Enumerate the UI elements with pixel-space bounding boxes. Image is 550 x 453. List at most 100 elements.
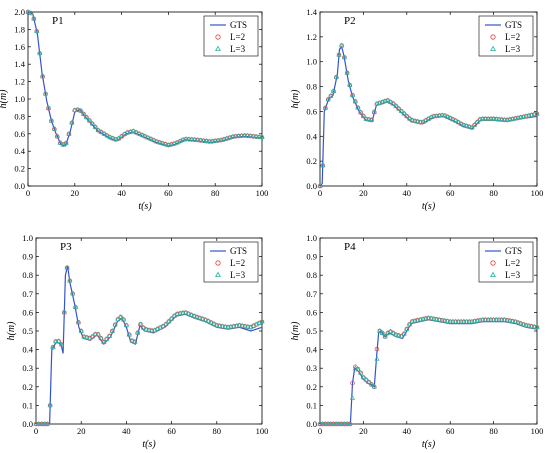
series-marker-l3: [195, 137, 201, 142]
series-marker-l3: [116, 135, 122, 141]
legend-box: [203, 15, 259, 57]
series-marker-l3: [444, 318, 451, 323]
series-marker-l3: [480, 115, 486, 121]
series-marker-l3: [168, 141, 174, 147]
series-marker-l3: [339, 421, 345, 426]
series-marker-l3: [202, 316, 209, 322]
series-marker-l3: [496, 316, 502, 322]
series-marker-l3: [493, 316, 499, 322]
series-marker-l3: [253, 133, 259, 139]
series-marker-l3: [390, 330, 396, 335]
series-marker-l3: [439, 112, 445, 118]
series-marker-l3: [374, 355, 380, 361]
y-tick-label: 0.0: [14, 181, 25, 191]
series-marker-l3: [63, 140, 69, 146]
series-marker-l3: [358, 369, 364, 375]
y-tick-label: 0.2: [306, 382, 317, 392]
y-tick-label: 1.2: [14, 77, 25, 87]
series-marker-l3: [409, 117, 415, 123]
x-tick-label: 60: [167, 426, 176, 436]
series-line-gts: [27, 11, 263, 147]
series-marker-l3: [159, 140, 166, 146]
x-tick-label: 20: [71, 188, 80, 198]
series-marker-l3: [442, 112, 448, 118]
series-marker-l3: [463, 123, 470, 128]
series-marker-l3: [368, 117, 375, 122]
series-marker-l3: [25, 9, 31, 14]
x-tick-label: 100: [256, 426, 269, 436]
panel-title: P1: [52, 15, 64, 27]
series-marker-l3: [493, 116, 499, 121]
legend-swatch-l2: [490, 260, 496, 266]
series-marker-l3: [360, 374, 366, 380]
series-marker-l3: [474, 317, 480, 323]
legend-swatch-l3: [215, 271, 221, 277]
y-tick-label: 0.8: [306, 270, 317, 280]
series-marker-l3: [208, 319, 214, 325]
series-marker-l3: [412, 317, 418, 323]
series-marker-l3: [174, 311, 180, 316]
series-marker-l3: [95, 331, 101, 337]
series-marker-l3: [145, 134, 151, 140]
series-marker-l3: [53, 338, 59, 344]
series-marker-l3: [322, 105, 328, 110]
series-marker-l3: [352, 98, 358, 104]
series-marker-l3: [227, 134, 233, 140]
x-tick-label: 0: [34, 426, 38, 436]
chart-panel-p2: 0 20 40 60 80 100 0.0 0.2 0.4 0.6 0.8 1.0 1.2 1.4 t(s)…: [290, 7, 543, 212]
series-marker-l3: [206, 138, 212, 144]
chart-panel-p1: 0 20 40 60 80 100 0.0 0.2 0.4 0.6 0.8 1.0 1.2 1.4 1.6 1…: [0, 7, 269, 212]
x-tick-label: 100: [256, 188, 269, 198]
series-marker-l3: [39, 421, 45, 426]
series-marker-l3: [225, 324, 231, 330]
series-marker-l3: [510, 318, 516, 323]
series-marker-l3: [238, 132, 245, 138]
series-marker-l3: [75, 319, 81, 325]
series-marker-l3: [406, 321, 413, 327]
series-marker-l3: [466, 123, 472, 129]
series-marker-l3: [401, 330, 407, 336]
series-marker-l3: [431, 315, 437, 321]
series-marker-l3: [455, 318, 461, 324]
series-marker-l3: [92, 331, 98, 337]
series-marker-l3: [485, 115, 491, 121]
series-marker-l3: [51, 125, 57, 131]
series-marker-l3: [66, 131, 72, 136]
series-marker-l3: [163, 321, 169, 327]
series-marker-l3: [149, 327, 155, 333]
series-marker-l3: [142, 133, 148, 139]
series-marker-l3: [491, 115, 497, 121]
series-marker-l3: [47, 402, 53, 408]
series-marker-l3: [396, 105, 402, 111]
y-tick-label: 0.2: [14, 164, 25, 174]
series-marker-l3: [398, 333, 404, 339]
series-marker-l3: [162, 141, 169, 146]
x-tick-label: 100: [531, 426, 544, 436]
series-marker-l3: [192, 136, 198, 142]
series-marker-l3: [241, 132, 248, 138]
x-tick-label: 20: [359, 188, 368, 198]
series-marker-l3: [75, 106, 81, 112]
legend-swatch-l2: [490, 34, 496, 40]
legend-label: L=3: [230, 270, 246, 280]
series-marker-l3: [363, 116, 369, 121]
series-marker-l3: [428, 315, 434, 321]
legend-box: [478, 15, 534, 57]
series-marker-l3: [480, 316, 486, 322]
series-marker-l3: [393, 103, 399, 108]
x-tick-label: 40: [117, 188, 126, 198]
series-marker-l3: [78, 107, 84, 113]
series-marker-l3: [69, 119, 75, 125]
series-marker-l3: [109, 328, 115, 333]
series-marker-l3: [461, 122, 467, 128]
series-marker-l3: [431, 113, 437, 119]
series-marker-l3: [333, 74, 339, 80]
series-marker-l3: [453, 318, 459, 324]
series-marker-l3: [123, 322, 129, 328]
series-marker-l3: [259, 318, 265, 324]
series-marker-l3: [504, 117, 510, 122]
legend-label: GTS: [230, 20, 247, 30]
series-marker-l3: [67, 277, 73, 283]
series-marker-l3: [355, 104, 361, 110]
